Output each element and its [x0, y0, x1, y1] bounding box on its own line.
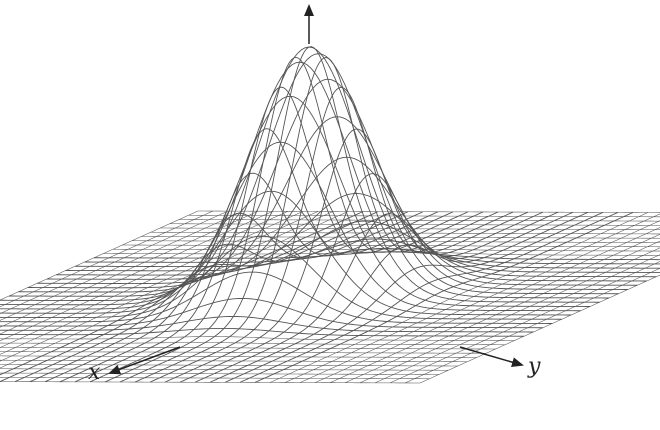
mesh-line-y-24	[179, 173, 559, 383]
mesh-line-y-16	[59, 172, 439, 383]
mesh-line-y-29	[254, 212, 634, 383]
x-axis	[108, 346, 181, 375]
mesh-line-x-31	[0, 342, 506, 346]
mesh-line-x-39	[0, 377, 430, 380]
mesh-line-x-28	[0, 316, 534, 333]
mesh-line-x-17	[37, 116, 638, 286]
mesh-line-x-23	[0, 141, 581, 312]
mesh-line-y-28	[239, 211, 619, 383]
mesh-line-y-14	[29, 211, 409, 383]
mesh-line-y-20	[119, 46, 499, 383]
y-axis-label: y	[528, 354, 541, 379]
mesh-line-x-25	[0, 235, 562, 320]
x-axis-label: x	[88, 360, 101, 385]
mesh-line-x-24	[0, 190, 572, 316]
mesh-peak-lines	[0, 46, 660, 383]
mesh-line-x-29	[0, 327, 524, 337]
mesh-line-y-23	[164, 128, 544, 383]
mesh-line-x-20	[8, 46, 610, 299]
mesh-line-y-26	[209, 211, 589, 383]
mesh-line-x-21	[0, 61, 600, 303]
mesh-line-y-18	[89, 86, 469, 383]
mesh-line-y-22	[149, 86, 529, 383]
mesh-line-y-27	[224, 211, 604, 383]
mesh-line-x-1	[188, 214, 660, 218]
mesh-line-x-22	[0, 95, 591, 307]
mesh-line-x-26	[0, 271, 553, 324]
mesh-line-y-21	[134, 57, 514, 383]
mesh-line-y-25	[194, 211, 574, 383]
mesh-line-y-15	[44, 211, 424, 383]
mesh-line-x-35	[0, 359, 468, 363]
mesh-line-x-27	[0, 297, 543, 329]
y-axis	[459, 346, 524, 368]
axes	[108, 4, 524, 375]
